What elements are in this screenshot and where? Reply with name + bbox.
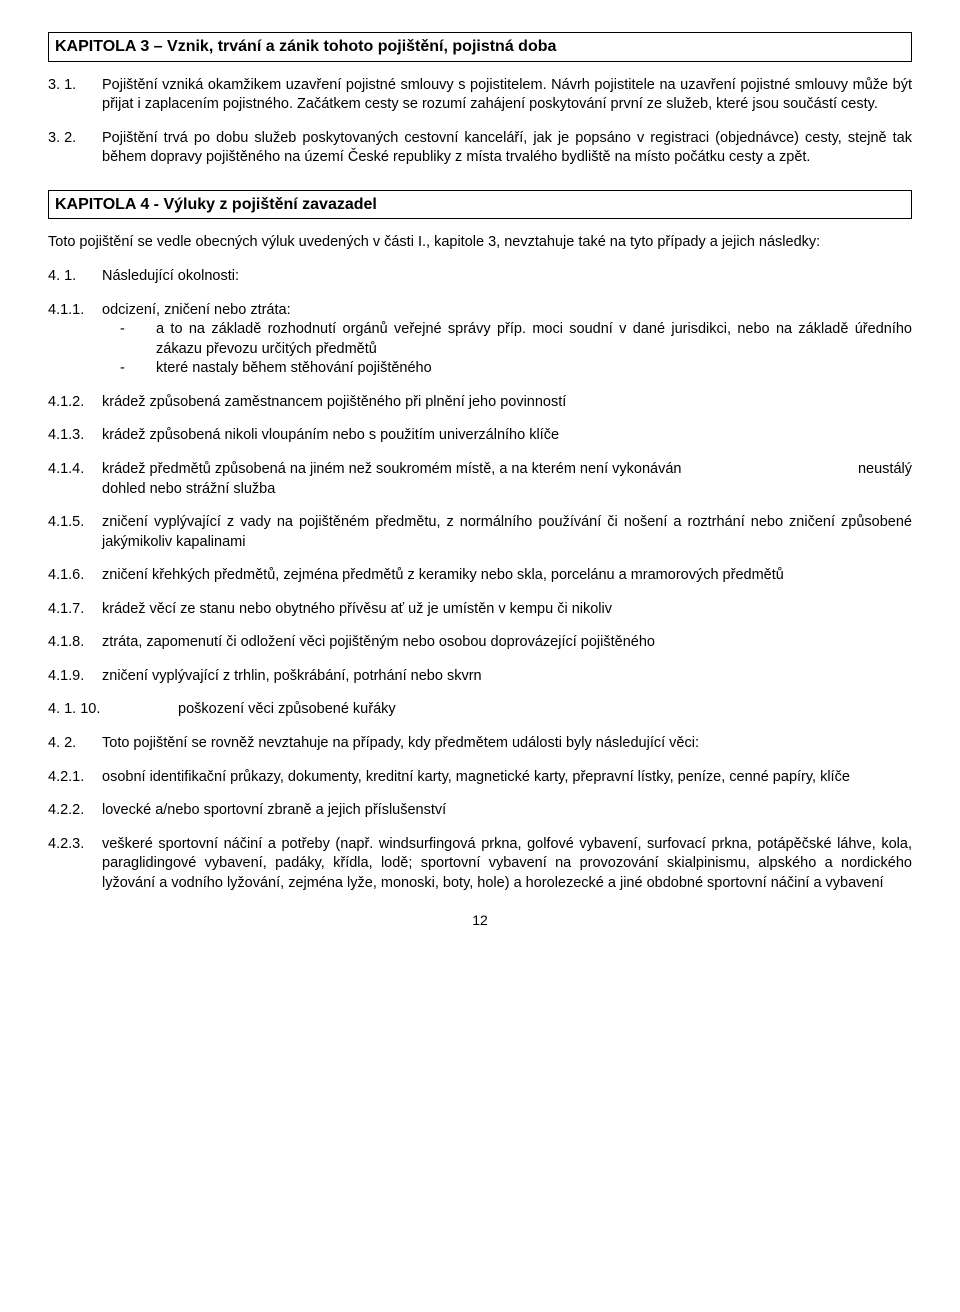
paragraph-4-1-5: 4.1.5. zničení vyplývající z vady na poj…: [48, 513, 912, 552]
paragraph-number: 4.1.7.: [48, 600, 102, 620]
paragraph-text: krádež způsobená zaměstnancem pojištěnéh…: [102, 393, 912, 413]
paragraph-number: 4.1.6.: [48, 566, 102, 586]
paragraph-text: krádež způsobená nikoli vloupáním nebo s…: [102, 426, 912, 446]
paragraph-4-1-2: 4.1.2. krádež způsobená zaměstnancem poj…: [48, 393, 912, 413]
paragraph-number: 4.1.1.: [48, 301, 102, 393]
paragraph-text: Následující okolnosti:: [102, 267, 912, 287]
paragraph-text: zničení vyplývající z trhlin, poškrábání…: [102, 667, 912, 687]
paragraph-4-2-3: 4.2.3. veškeré sportovní náčiní a potřeb…: [48, 835, 912, 894]
paragraph-text: poškození věci způsobené kuřáky: [178, 700, 912, 720]
paragraph-4-2-2: 4.2.2. lovecké a/nebo sportovní zbraně a…: [48, 801, 912, 821]
paragraph-text-trail: neustálý: [858, 460, 912, 480]
paragraph-text: osobní identifikační průkazy, dokumenty,…: [102, 768, 912, 788]
page-number: 12: [48, 911, 912, 930]
paragraph-4-1-9: 4.1.9. zničení vyplývající z trhlin, poš…: [48, 667, 912, 687]
paragraph-3-2: 3. 2. Pojištění trvá po dobu služeb posk…: [48, 129, 912, 168]
paragraph-lead: odcizení, zničení nebo ztráta:: [102, 301, 912, 321]
bullet-dash: -: [120, 320, 156, 359]
paragraph-4-1-3: 4.1.3. krádež způsobená nikoli vloupáním…: [48, 426, 912, 446]
bullet-dash: -: [120, 359, 156, 379]
bullet-text: a to na základě rozhodnutí orgánů veřejn…: [156, 320, 912, 359]
bullet-item: - které nastaly během stěhování pojištěn…: [102, 359, 912, 379]
paragraph-number: 4.1.8.: [48, 633, 102, 653]
paragraph-number: 4.2.3.: [48, 835, 102, 894]
paragraph-text: zničení vyplývající z vady na pojištěném…: [102, 513, 912, 552]
paragraph-4-1-8: 4.1.8. ztráta, zapomenutí či odložení vě…: [48, 633, 912, 653]
paragraph-number: 3. 2.: [48, 129, 102, 168]
chapter-4-intro: Toto pojištění se vedle obecných výluk u…: [48, 233, 912, 253]
paragraph-text: krádež předmětů způsobená na jiném než s…: [102, 460, 912, 513]
paragraph-number: 4. 2.: [48, 734, 102, 754]
paragraph-number: 4.1.2.: [48, 393, 102, 413]
paragraph-number: 4.2.1.: [48, 768, 102, 788]
paragraph-number: 4.1.4.: [48, 460, 102, 513]
paragraph-text: veškeré sportovní náčiní a potřeby (např…: [102, 835, 912, 894]
paragraph-text: Pojištění trvá po dobu služeb poskytovan…: [102, 129, 912, 168]
chapter-3-heading: KAPITOLA 3 – Vznik, trvání a zánik tohot…: [48, 32, 912, 62]
paragraph-4-1-10: 4. 1. 10. poškození věci způsobené kuřák…: [48, 700, 912, 720]
paragraph-4-2-1: 4.2.1. osobní identifikační průkazy, dok…: [48, 768, 912, 788]
paragraph-4-1-4: 4.1.4. krádež předmětů způsobená na jiné…: [48, 460, 912, 513]
paragraph-number: 4.1.3.: [48, 426, 102, 446]
bullet-item: - a to na základě rozhodnutí orgánů veře…: [102, 320, 912, 359]
paragraph-text: zničení křehkých předmětů, zejména předm…: [102, 566, 912, 586]
paragraph-text: lovecké a/nebo sportovní zbraně a jejich…: [102, 801, 912, 821]
paragraph-number: 4. 1. 10.: [48, 700, 178, 720]
paragraph-number: 4.1.9.: [48, 667, 102, 687]
paragraph-number: 3. 1.: [48, 76, 102, 115]
bullet-text: které nastaly během stěhování pojištěnéh…: [156, 359, 912, 379]
paragraph-4-1-6: 4.1.6. zničení křehkých předmětů, zejmén…: [48, 566, 912, 586]
paragraph-text-cont: dohled nebo strážní služba: [102, 480, 912, 500]
paragraph-4-1-7: 4.1.7. krádež věcí ze stanu nebo obytnéh…: [48, 600, 912, 620]
chapter-4-heading: KAPITOLA 4 - Výluky z pojištění zavazade…: [48, 190, 912, 220]
paragraph-text: krádež věcí ze stanu nebo obytného přívě…: [102, 600, 912, 620]
paragraph-number: 4. 1.: [48, 267, 102, 287]
paragraph-text-main: krádež předmětů způsobená na jiném než s…: [102, 460, 682, 480]
paragraph-text: Pojištění vzniká okamžikem uzavření poji…: [102, 76, 912, 115]
paragraph-number: 4.1.5.: [48, 513, 102, 552]
paragraph-4-1: 4. 1. Následující okolnosti:: [48, 267, 912, 287]
paragraph-4-1-1: 4.1.1. odcizení, zničení nebo ztráta: - …: [48, 301, 912, 393]
paragraph-text: Toto pojištění se rovněž nevztahuje na p…: [102, 734, 912, 754]
paragraph-4-2: 4. 2. Toto pojištění se rovněž nevztahuj…: [48, 734, 912, 754]
paragraph-number: 4.2.2.: [48, 801, 102, 821]
paragraph-3-1: 3. 1. Pojištění vzniká okamžikem uzavřen…: [48, 76, 912, 115]
paragraph-text: ztráta, zapomenutí či odložení věci poji…: [102, 633, 912, 653]
